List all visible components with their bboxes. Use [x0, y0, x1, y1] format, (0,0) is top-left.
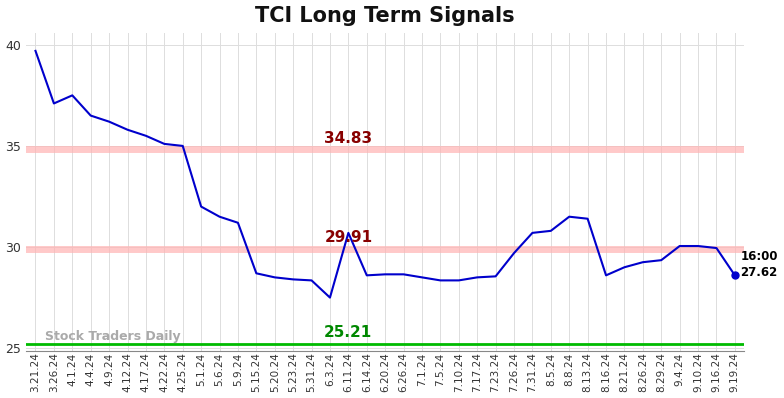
Title: TCI Long Term Signals: TCI Long Term Signals	[256, 6, 515, 25]
Text: Stock Traders Daily: Stock Traders Daily	[45, 330, 180, 343]
Text: 34.83: 34.83	[325, 131, 372, 146]
Text: 25.21: 25.21	[325, 325, 372, 340]
Text: 29.91: 29.91	[325, 230, 372, 245]
Text: 16:00
27.62: 16:00 27.62	[740, 250, 778, 279]
